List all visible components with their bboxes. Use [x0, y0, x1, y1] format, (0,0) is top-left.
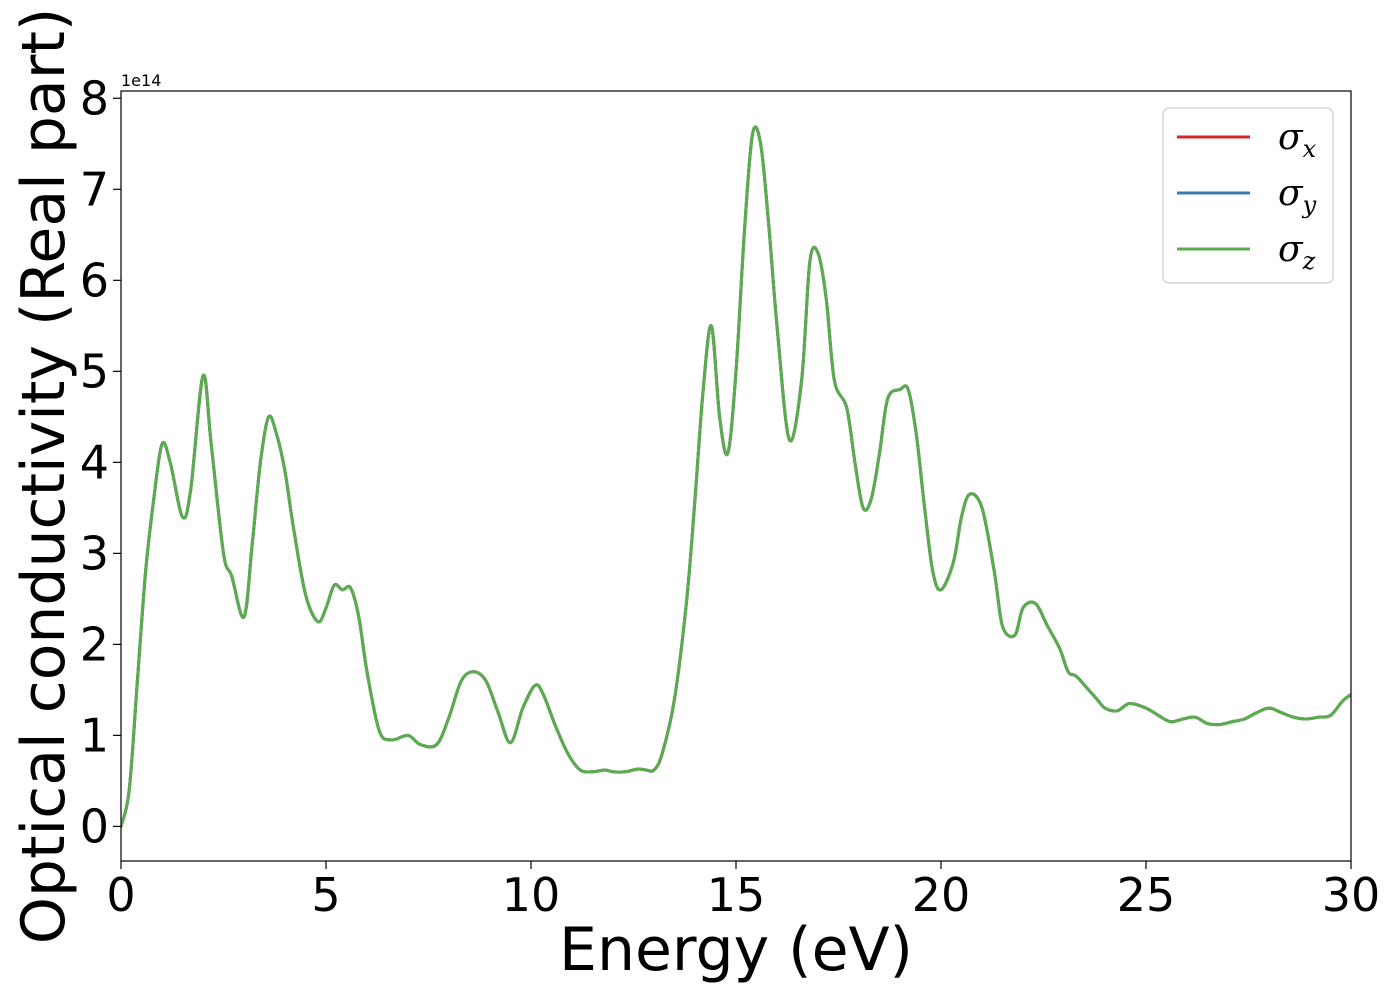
y-tick-label: 4	[80, 435, 109, 489]
y-tick-label: 0	[80, 799, 109, 853]
x-tick-label: 0	[106, 868, 135, 922]
y-tick-label: 6	[80, 253, 109, 307]
y-tick-label: 2	[80, 617, 109, 671]
x-tick-label: 10	[502, 868, 561, 922]
legend-label-sigma-x: σx	[1278, 117, 1317, 163]
y-offset-label: 1e14	[121, 71, 161, 90]
x-tick-label: 30	[1322, 868, 1381, 922]
legend-frame	[1162, 107, 1334, 284]
y-tick-label: 8	[80, 71, 109, 125]
y-axis-label: Optical conductivity (Real part)	[9, 8, 79, 945]
y-tick-label: 5	[80, 344, 109, 398]
y-tick-label: 1	[80, 708, 109, 762]
ticks-layer: 0 5 10 15 20 25 30 0 1 2 3 4 5 6 7 8	[80, 71, 1381, 922]
x-axis-label: Energy (eV)	[559, 915, 913, 985]
x-tick-label: 15	[707, 868, 766, 922]
x-tick-label: 25	[1117, 868, 1176, 922]
y-tick-label: 7	[80, 162, 109, 216]
x-tick-label: 20	[912, 868, 971, 922]
x-tick-label: 5	[311, 868, 340, 922]
series-layer	[121, 125, 1351, 828]
y-tick-label: 3	[80, 526, 109, 580]
series-line-sigma-z	[121, 125, 1351, 828]
